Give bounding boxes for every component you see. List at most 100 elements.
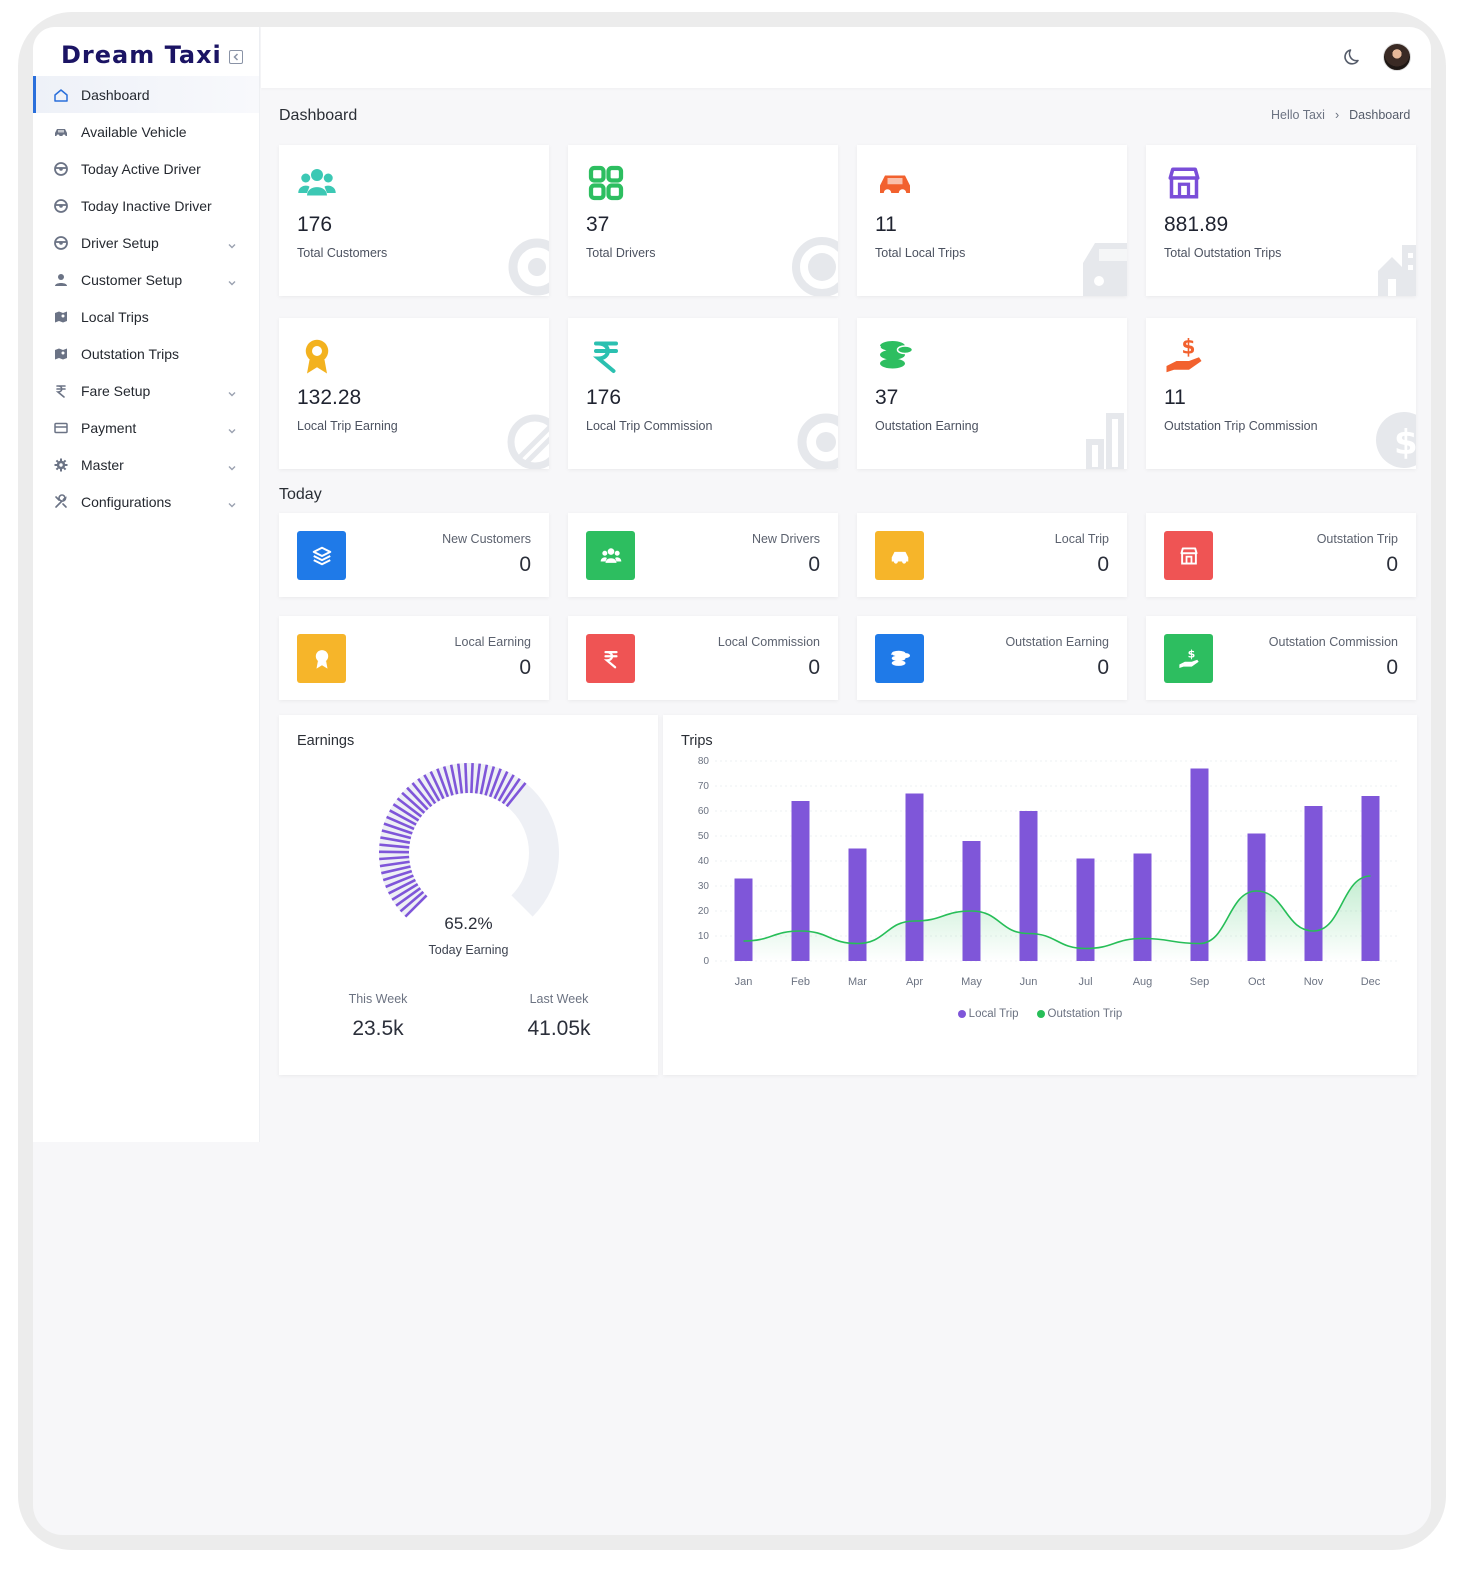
brand-logo[interactable]: Dream Taxi [61, 41, 222, 69]
user-icon [53, 272, 69, 288]
stat-card-local-trip-earning[interactable]: 132.28 Local Trip Earning [279, 318, 549, 469]
stat-card-outstation-trip-commission[interactable]: $ 11 Outstation Trip Commission $ [1146, 318, 1416, 469]
stat-value: 132.28 [297, 386, 362, 409]
stat-card-total-outstation-trips[interactable]: 881.89 Total Outstation Trips [1146, 145, 1416, 296]
local-trip-bar [1076, 858, 1095, 961]
car-icon [875, 163, 915, 197]
gauge-tick [385, 874, 414, 889]
today-card-local-earning[interactable]: Local Earning 0 [279, 616, 549, 700]
legend-dot [957, 1009, 966, 1018]
earnings-subtitle: Today Earning [428, 943, 509, 957]
breadcrumb-home-link[interactable]: Hello Taxi [1271, 108, 1325, 122]
x-tick-label: Aug [1133, 976, 1153, 988]
gauge-tick [423, 774, 441, 802]
sidebar-item-driver-setup[interactable]: Driver Setup [33, 224, 259, 261]
steering-wheel-icon [53, 235, 69, 251]
legend-item[interactable]: Outstation Trip [1036, 1008, 1123, 1020]
stat-card-outstation-earning[interactable]: 37 Outstation Earning [857, 318, 1127, 469]
stat-label: Total Drivers [586, 246, 656, 260]
local-trip-bar [1133, 853, 1152, 961]
card-watermark-icon [507, 237, 549, 296]
gauge-tick [417, 777, 437, 805]
today-card-outstation-earning[interactable]: Outstation Earning 0 [857, 616, 1127, 700]
chevron-down-icon [227, 422, 237, 438]
today-card-label: New Drivers [751, 532, 820, 546]
gauge-tick [391, 883, 419, 901]
card-watermark-icon [1077, 235, 1127, 296]
x-tick-label: Jun [1020, 976, 1038, 988]
sidebar-item-label: Dashboard [81, 86, 150, 103]
y-tick-label: 0 [703, 956, 709, 967]
trips-bar-chart: 0 10 20 30 40 50 60 70 80 Jan Feb Mar Apr May Jun Jul Au… [698, 756, 1399, 988]
award-icon [297, 634, 346, 683]
gauge-tick [389, 809, 417, 826]
gauge-tick [449, 764, 459, 795]
sidebar-item-today-inactive-driver[interactable]: Today Inactive Driver [33, 187, 259, 224]
steering-wheel-icon [53, 161, 69, 177]
gauge-tick [411, 782, 433, 808]
card-watermark-icon [790, 235, 838, 296]
chevron-down-icon [227, 385, 237, 401]
trips-title: Trips [681, 733, 713, 749]
gauge-tick [382, 869, 413, 882]
last-week-label: Last Week [529, 992, 589, 1006]
coins-icon [875, 336, 915, 370]
credit-card-icon [53, 420, 69, 436]
local-trip-bar [962, 841, 981, 961]
sidebar-item-available-vehicle[interactable]: Available Vehicle [33, 113, 259, 150]
local-trip-bar [848, 848, 867, 961]
gauge-tick [381, 829, 412, 840]
home-icon [53, 87, 69, 103]
x-tick-label: Feb [791, 976, 810, 988]
gauge-tick [501, 777, 521, 805]
today-card-outstation-commission[interactable]: $ Outstation Commission 0 [1146, 616, 1416, 700]
gauge-tick [399, 890, 425, 913]
legend-item[interactable]: Local Trip [957, 1008, 1019, 1020]
stat-card-total-drivers[interactable]: 37 Total Drivers [568, 145, 838, 296]
sidebar-item-customer-setup[interactable]: Customer Setup [33, 261, 259, 298]
y-tick-label: 20 [698, 906, 710, 917]
user-avatar[interactable] [1383, 43, 1411, 71]
sidebar-item-label: Customer Setup [81, 271, 183, 288]
local-trip-bar [1247, 833, 1266, 961]
sidebar-nav: Dashboard Available Vehicle Today Active D… [33, 76, 259, 520]
collapse-sidebar-icon[interactable] [229, 50, 243, 64]
sidebar-item-payment[interactable]: Payment [33, 409, 259, 446]
today-card-outstation-trip[interactable]: Outstation Trip 0 [1146, 513, 1416, 597]
stat-value: 176 [297, 213, 333, 236]
trips-legend: Local Trip Outstation Trip [663, 1008, 1417, 1020]
sidebar-item-fare-setup[interactable]: Fare Setup [33, 372, 259, 409]
today-card-value: 0 [1097, 553, 1109, 576]
legend-label: Outstation Trip [1047, 1008, 1123, 1020]
outstation-trip-line [743, 875, 1371, 950]
topbar [261, 27, 1431, 88]
x-tick-label: Jan [735, 976, 753, 988]
sidebar-item-today-active-driver[interactable]: Today Active Driver [33, 150, 259, 187]
gauge-tick [456, 763, 464, 794]
today-card-local-commission[interactable]: Local Commission 0 [568, 616, 838, 700]
map-icon [53, 309, 69, 325]
sidebar-item-local-trips[interactable]: Local Trips [33, 298, 259, 335]
stat-label: Total Customers [297, 246, 388, 260]
card-watermark-icon [796, 410, 838, 469]
today-card-new-drivers[interactable]: New Drivers 0 [568, 513, 838, 597]
today-card-local-trip[interactable]: Local Trip 0 [857, 513, 1127, 597]
sidebar-item-dashboard[interactable]: Dashboard [33, 76, 259, 113]
dark-mode-toggle-icon[interactable] [1343, 47, 1363, 72]
gauge-tick [488, 768, 502, 798]
gauge-tick [464, 763, 468, 794]
today-card-new-customers[interactable]: New Customers 0 [279, 513, 549, 597]
today-card-label: Outstation Commission [1268, 635, 1398, 649]
sidebar-item-master[interactable]: Master [33, 446, 259, 483]
card-watermark-icon [505, 410, 549, 469]
sidebar-item-outstation-trips[interactable]: Outstation Trips [33, 335, 259, 372]
sidebar-item-configurations[interactable]: Configurations [33, 483, 259, 520]
gauge-tick [379, 855, 410, 861]
sidebar-item-label: Fare Setup [81, 382, 151, 399]
breadcrumb-current: Dashboard [1349, 108, 1411, 122]
earnings-panel: Earnings 65.2% Today Earning This Week 2… [279, 715, 658, 1075]
stat-card-total-customers[interactable]: 176 Total Customers [279, 145, 549, 296]
stat-card-local-trip-commission[interactable]: 176 Local Trip Commission [568, 318, 838, 469]
hand-dollar-icon: $ [1164, 335, 1204, 373]
stat-card-total-local-trips[interactable]: 11 Total Local Trips [857, 145, 1127, 296]
